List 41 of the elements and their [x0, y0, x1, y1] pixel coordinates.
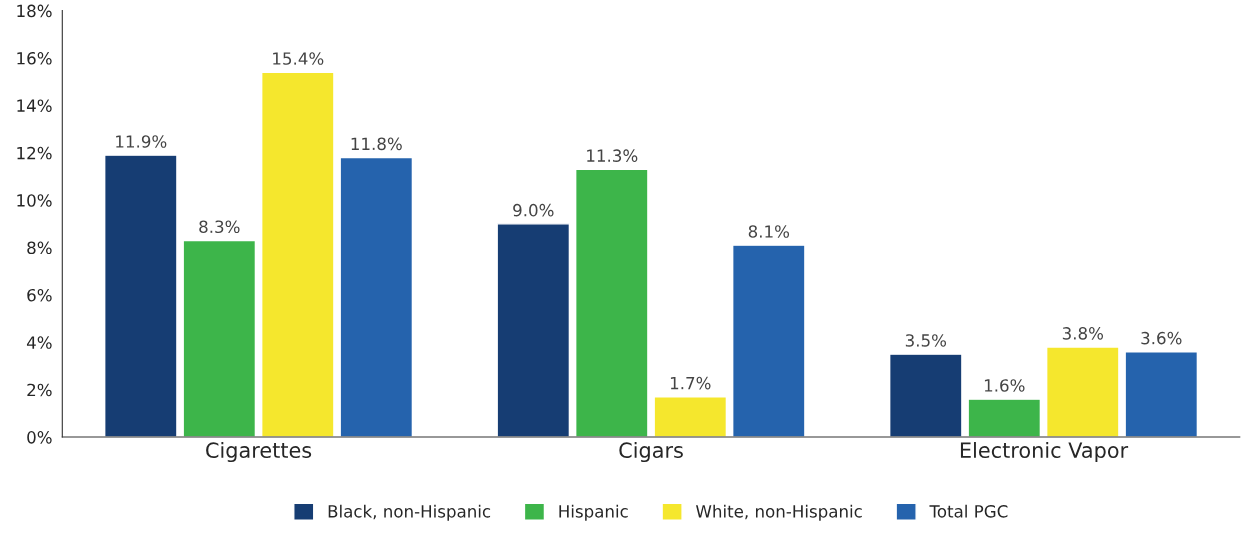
y-tick-label: 2%	[27, 383, 52, 397]
data-label: 8.1%	[748, 225, 790, 238]
legend-label: White, non-Hispanic	[695, 504, 862, 521]
bar	[182, 239, 257, 438]
y-tick-label: 10%	[17, 194, 52, 207]
bar	[1045, 346, 1120, 438]
legend-label: Black, non-Hispanic	[328, 504, 491, 521]
y-tick-label: 14%	[17, 99, 52, 112]
data-label: 1.6%	[984, 379, 1025, 392]
data-label: 8.3%	[199, 220, 240, 234]
data-label: 3.6%	[1141, 331, 1182, 345]
bar	[496, 223, 571, 438]
data-label: 1.7%	[670, 376, 711, 390]
bar	[574, 168, 649, 438]
data-label: 3.5%	[905, 334, 947, 347]
bar	[1124, 351, 1199, 438]
data-label: 15.4%	[273, 52, 324, 65]
y-tick-label: 12%	[17, 146, 52, 160]
data-label: 11.3%	[587, 149, 638, 162]
data-label: 9.0%	[513, 203, 554, 217]
bar	[260, 71, 335, 438]
y-tick-label: 8%	[27, 241, 52, 255]
bar	[653, 396, 728, 438]
data-label: 3.8%	[1062, 327, 1104, 340]
bar	[103, 154, 178, 438]
data-label: 11.8%	[351, 137, 402, 151]
x-tick-label: Cigarettes	[206, 441, 312, 463]
bar	[339, 156, 414, 438]
legend-label: Total PGC	[929, 504, 1008, 518]
x-tick-label: Electronic Vapor	[960, 441, 1129, 463]
y-tick-label: 16%	[17, 52, 52, 65]
data-label: 11.9%	[116, 135, 167, 148]
x-tick-label: Cigars	[619, 441, 683, 463]
y-tick-label: 6%	[27, 288, 52, 302]
y-tick-label: 0%	[27, 431, 52, 444]
y-tick-label: 4%	[26, 336, 52, 349]
bar	[731, 244, 806, 438]
bar	[888, 353, 963, 438]
legend-label: Hispanic	[559, 504, 628, 521]
y-tick-label: 18%	[17, 4, 52, 18]
bar	[967, 398, 1042, 438]
